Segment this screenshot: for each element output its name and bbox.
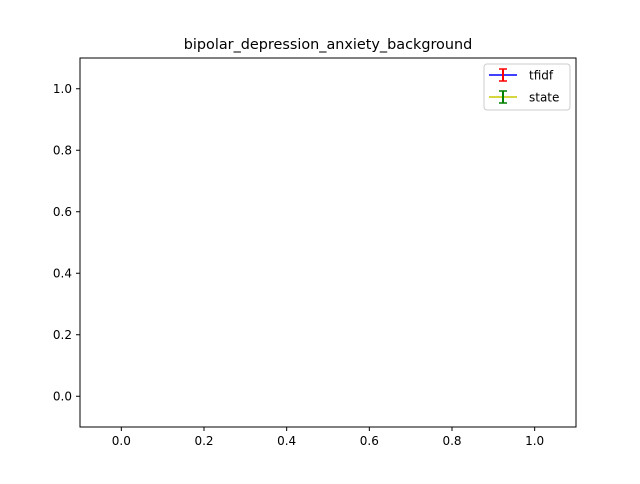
- legend-label: tfidf: [529, 69, 554, 83]
- x-tick-label: 0.6: [360, 434, 379, 448]
- y-tick-label: 0.0: [53, 389, 72, 403]
- x-tick-label: 0.0: [112, 434, 131, 448]
- legend-entry-tfidf: tfidf: [489, 68, 554, 83]
- legend: tfidf state: [483, 63, 571, 111]
- y-axis: 0.0 0.2 0.4 0.6 0.8 1.0: [53, 82, 80, 403]
- y-tick-label: 1.0: [53, 82, 72, 96]
- x-axis: 0.0 0.2 0.4 0.6 0.8 1.0: [112, 427, 544, 448]
- y-tick-label: 0.8: [53, 143, 72, 157]
- y-tick-label: 0.4: [53, 266, 72, 280]
- axes-frame: [79, 57, 577, 428]
- legend-entry-state: state: [489, 90, 559, 105]
- y-tick-label: 0.2: [53, 328, 72, 342]
- y-tick-label: 0.6: [53, 205, 72, 219]
- legend-label: state: [529, 91, 559, 105]
- chart-title: bipolar_depression_anxiety_background: [184, 37, 472, 53]
- x-tick-label: 0.2: [194, 434, 213, 448]
- x-tick-label: 1.0: [525, 434, 544, 448]
- x-tick-label: 0.8: [442, 434, 461, 448]
- x-tick-label: 0.4: [277, 434, 296, 448]
